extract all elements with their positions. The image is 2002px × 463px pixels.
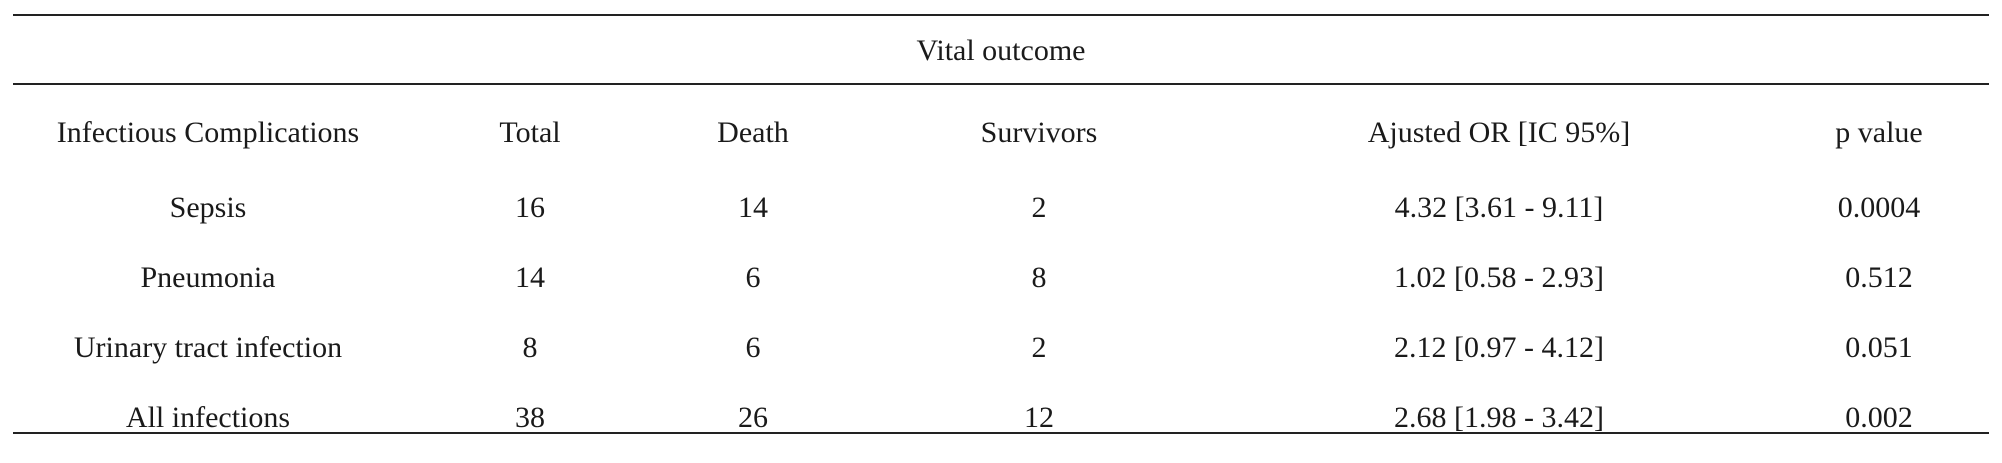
cell-complication: Urinary tract infection xyxy=(73,331,343,364)
cell-total: 16 xyxy=(515,191,545,224)
cell-complication: Pneumonia xyxy=(140,261,276,294)
cell-total: 38 xyxy=(515,401,545,434)
header-rule xyxy=(13,83,1989,85)
cell-survivors: 2 xyxy=(1031,191,1047,224)
cell-survivors: 12 xyxy=(1024,401,1054,434)
column-header-complications: Infectious Complications xyxy=(56,116,360,149)
outcome-table: Vital outcome Infectious Complications T… xyxy=(13,14,1989,434)
cell-p-value: 0.051 xyxy=(1845,331,1913,364)
cell-death: 6 xyxy=(745,261,761,294)
table-row: Pneumonia 14 6 8 1.02 [0.58 - 2.93] 0.51… xyxy=(13,253,1989,323)
column-header-p-value: p value xyxy=(1835,116,1923,149)
cell-total: 14 xyxy=(515,261,545,294)
top-rule xyxy=(13,14,1989,16)
cell-survivors: 8 xyxy=(1031,261,1047,294)
cell-adjusted-or: 4.32 [3.61 - 9.11] xyxy=(1394,191,1604,224)
cell-p-value: 0.002 xyxy=(1845,401,1913,434)
cell-death: 6 xyxy=(745,331,761,364)
cell-p-value: 0.512 xyxy=(1845,261,1913,294)
cell-total: 8 xyxy=(522,331,538,364)
column-header-adjusted-or: Ajusted OR [IC 95%] xyxy=(1367,116,1631,149)
header-row: Infectious Complications Total Death Sur… xyxy=(13,99,1989,183)
table-row: Sepsis 16 14 2 4.32 [3.61 - 9.11] 0.0004 xyxy=(13,183,1989,253)
cell-adjusted-or: 2.12 [0.97 - 4.12] xyxy=(1394,331,1604,364)
table-row: All infections 38 26 12 2.68 [1.98 - 3.4… xyxy=(13,393,1989,463)
column-header-total: Total xyxy=(499,116,561,149)
column-header-death: Death xyxy=(717,116,789,149)
bottom-rule xyxy=(13,432,1989,434)
cell-complication: All infections xyxy=(125,401,291,434)
table-row: Urinary tract infection 8 6 2 2.12 [0.97… xyxy=(13,323,1989,393)
cell-death: 26 xyxy=(738,401,768,434)
column-header-survivors: Survivors xyxy=(980,116,1098,149)
cell-survivors: 2 xyxy=(1031,331,1047,364)
cell-adjusted-or: 1.02 [0.58 - 2.93] xyxy=(1394,261,1604,294)
cell-adjusted-or: 2.68 [1.98 - 3.42] xyxy=(1394,401,1604,434)
table-caption: Vital outcome xyxy=(916,34,1086,67)
cell-death: 14 xyxy=(738,191,768,224)
cell-complication: Sepsis xyxy=(169,191,247,224)
data-table: Infectious Complications Total Death Sur… xyxy=(13,99,1989,463)
cell-p-value: 0.0004 xyxy=(1837,191,1921,224)
